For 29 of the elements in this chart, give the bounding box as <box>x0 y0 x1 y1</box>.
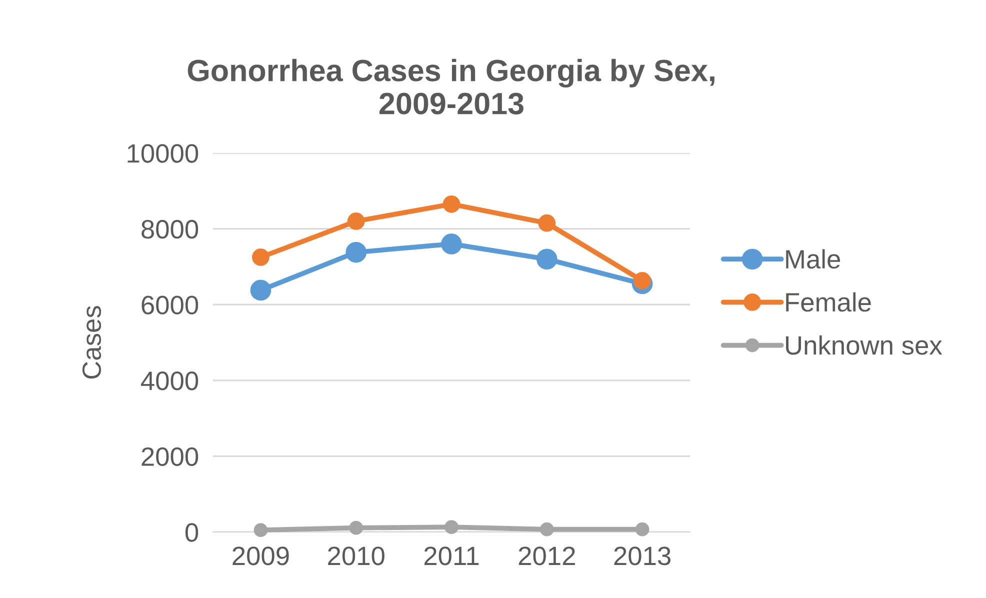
x-tick-label: 2011 <box>424 546 479 566</box>
y-tick-label: 2000 <box>142 447 198 466</box>
point <box>347 212 365 230</box>
point <box>346 242 367 263</box>
point <box>442 195 460 213</box>
point <box>444 520 458 534</box>
x-tick-label: 2012 <box>518 546 575 566</box>
point <box>538 214 556 232</box>
point <box>252 248 270 266</box>
y-tick-label: 4000 <box>141 372 198 390</box>
legend-label: Female <box>786 292 871 312</box>
point <box>250 280 272 301</box>
y-tick-label: 0 <box>185 523 198 542</box>
point <box>635 522 650 536</box>
x-tick-label: 2009 <box>232 546 289 566</box>
point <box>536 248 558 270</box>
point <box>349 520 364 535</box>
point <box>540 522 554 536</box>
y-tick-label: 8000 <box>142 220 198 239</box>
y-tick-label: 6000 <box>142 296 198 314</box>
legend-label: Male <box>786 249 840 269</box>
x-tick-label: 2010 <box>328 546 384 566</box>
point <box>254 523 268 538</box>
y-axis-title: Cases <box>82 306 102 379</box>
point <box>441 234 462 254</box>
x-tick-label: 2013 <box>614 546 670 566</box>
y-tick-label: 10000 <box>128 144 198 163</box>
chart-title: Gonorrhea Cases in Georgia by Sex, 2009-2013 <box>188 58 714 114</box>
legend-label: Unknown sex <box>786 335 942 355</box>
